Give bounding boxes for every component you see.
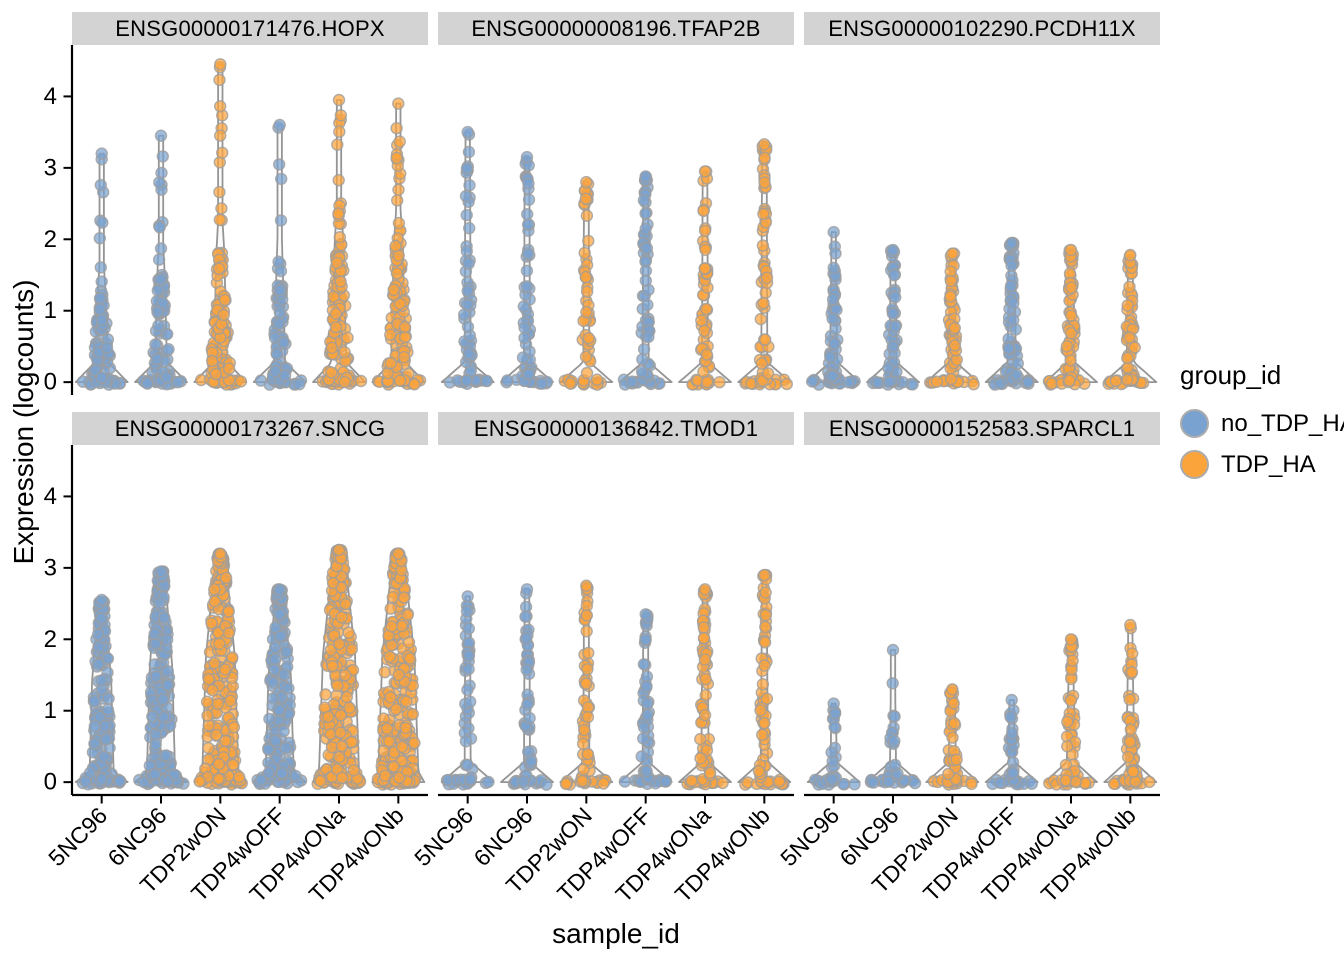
x-axis-title: sample_id [552, 918, 680, 949]
facet-strip-sparcl1: ENSG00000152583.SPARCL1 [804, 412, 1160, 445]
svg-text:4: 4 [44, 483, 57, 510]
y-axis-title: Expression (logcounts) [8, 279, 39, 565]
legend-swatch-no-tdp-ha-icon [1180, 409, 1209, 438]
svg-text:5NC96: 5NC96 [775, 802, 844, 871]
legend-swatch-tdp-ha-icon [1180, 450, 1209, 479]
svg-text:0: 0 [44, 769, 57, 796]
svg-text:1: 1 [44, 697, 57, 724]
svg-text:5NC96: 5NC96 [43, 802, 112, 871]
svg-text:0: 0 [44, 369, 57, 396]
svg-text:3: 3 [44, 554, 57, 581]
legend-item-tdp-ha: TDP_HA [1180, 450, 1344, 479]
svg-text:1: 1 [44, 297, 57, 324]
svg-text:4: 4 [44, 83, 57, 110]
legend-item-no-tdp-ha: no_TDP_HA [1180, 409, 1344, 438]
legend-label-no-tdp-ha: no_TDP_HA [1221, 409, 1344, 437]
facet-strip-tmod1: ENSG00000136842.TMOD1 [438, 412, 794, 445]
facet-strip-pcdh11x: ENSG00000102290.PCDH11X [804, 12, 1160, 45]
svg-text:2: 2 [44, 626, 57, 653]
svg-text:2: 2 [44, 226, 57, 253]
svg-text:5NC96: 5NC96 [409, 802, 478, 871]
facet-strip-sncg: ENSG00000173267.SNCG [72, 412, 428, 445]
facet-strip-tfap2b: ENSG00000008196.TFAP2B [438, 12, 794, 45]
svg-text:3: 3 [44, 154, 57, 181]
legend: group_id no_TDP_HA TDP_HA [1180, 360, 1344, 491]
legend-label-tdp-ha: TDP_HA [1221, 450, 1316, 478]
facet-strip-hopx: ENSG00000171476.HOPX [72, 12, 428, 45]
legend-title: group_id [1180, 360, 1282, 390]
